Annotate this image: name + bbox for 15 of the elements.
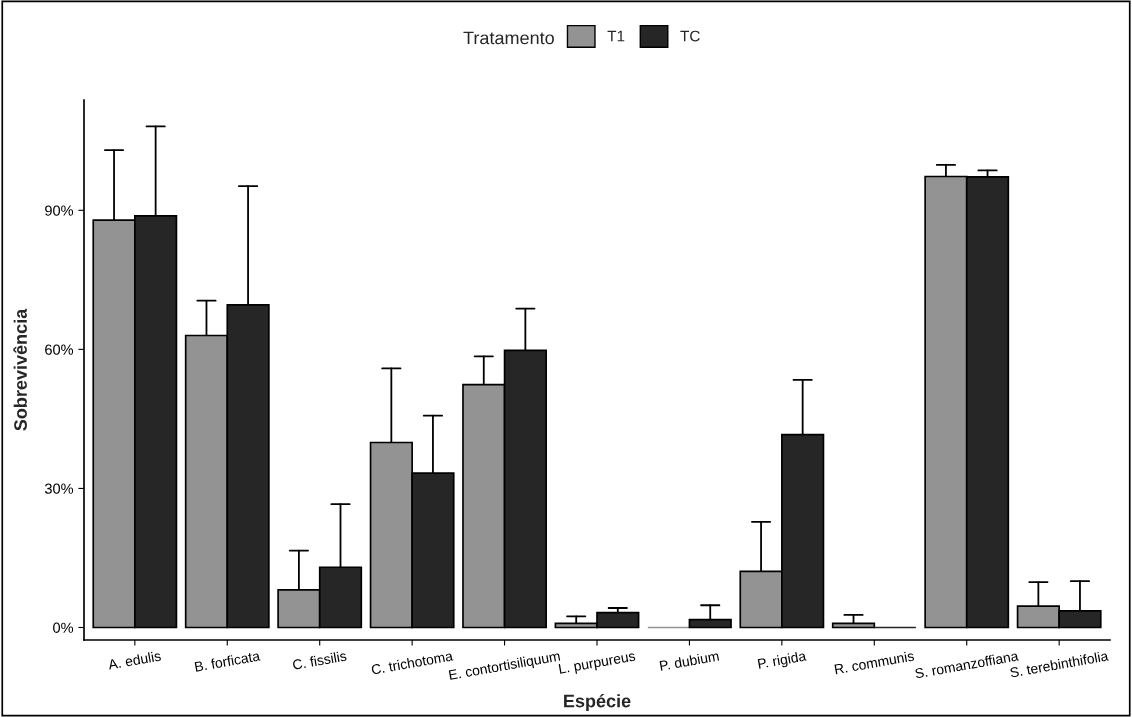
y-tick-label: 0%	[53, 622, 74, 633]
legend-title: Tratamento	[463, 31, 554, 45]
legend-label: TC	[680, 30, 700, 42]
x-tick-label: C. fissilis	[292, 650, 347, 670]
x-tick-label: R. communis	[834, 650, 915, 675]
x-axis-title: Espécie	[564, 693, 631, 711]
x-tick-label: P. rigida	[757, 650, 808, 672]
x-tick-label: B. forficata	[194, 650, 261, 672]
x-tick-label: A. edulis	[107, 650, 162, 670]
y-tick-label: 90%	[45, 205, 74, 216]
y-tick-label: 60%	[45, 344, 74, 355]
y-axis-title: Sobrevivência	[13, 308, 27, 431]
x-tick-label: P. dubium	[659, 650, 720, 671]
y-tick-label: 30%	[44, 483, 74, 494]
legend-label: T1	[607, 30, 625, 42]
